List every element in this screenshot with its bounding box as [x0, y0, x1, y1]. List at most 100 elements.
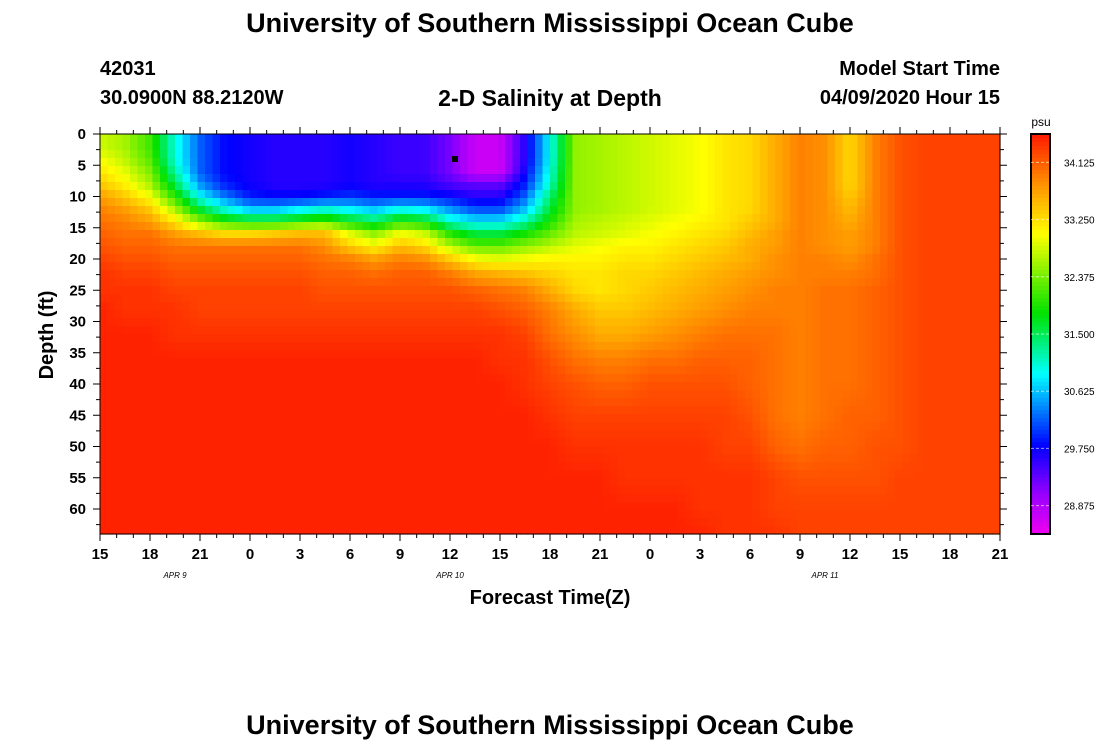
heatmap-cell: [295, 438, 304, 447]
heatmap-cell: [175, 382, 184, 391]
heatmap-cell: [685, 446, 694, 455]
heatmap-cell: [812, 446, 821, 455]
heatmap-cell: [302, 350, 311, 359]
heatmap-cell: [505, 310, 514, 319]
heatmap-cell: [595, 166, 604, 175]
heatmap-cell: [490, 238, 499, 247]
heatmap-cell: [692, 302, 701, 311]
heatmap-cell: [797, 318, 806, 327]
heatmap-cell: [827, 398, 836, 407]
heatmap-cell: [512, 422, 521, 431]
heatmap-cell: [940, 310, 949, 319]
heatmap-cell: [655, 270, 664, 279]
heatmap-cell: [235, 230, 244, 239]
heatmap-cell: [355, 446, 364, 455]
heatmap-cell: [265, 414, 274, 423]
heatmap-cell: [512, 166, 521, 175]
heatmap-cell: [985, 398, 994, 407]
heatmap-cell: [670, 182, 679, 191]
heatmap-cell: [167, 254, 176, 263]
heatmap-cell: [100, 158, 109, 167]
heatmap-cell: [452, 358, 461, 367]
heatmap-cell: [580, 270, 589, 279]
heatmap-cell: [287, 286, 296, 295]
heatmap-cell: [182, 326, 191, 335]
heatmap-cell: [227, 150, 236, 159]
heatmap-cell: [602, 294, 611, 303]
heatmap-cell: [647, 334, 656, 343]
heatmap-cell: [482, 366, 491, 375]
heatmap-cell: [107, 246, 116, 255]
heatmap-cell: [272, 398, 281, 407]
heatmap-cell: [370, 302, 379, 311]
heatmap-cell: [505, 142, 514, 151]
heatmap-cell: [730, 254, 739, 263]
heatmap-cell: [767, 286, 776, 295]
heatmap-cell: [677, 342, 686, 351]
heatmap-cell: [580, 366, 589, 375]
heatmap-cell: [347, 246, 356, 255]
heatmap-cell: [347, 190, 356, 199]
heatmap-cell: [362, 294, 371, 303]
heatmap-cell: [122, 446, 131, 455]
heatmap-cell: [677, 230, 686, 239]
heatmap-cell: [317, 254, 326, 263]
heatmap-cell: [677, 190, 686, 199]
heatmap-cell: [520, 430, 529, 439]
heatmap-cell: [580, 190, 589, 199]
heatmap-cell: [182, 390, 191, 399]
heatmap-cell: [910, 318, 919, 327]
heatmap-cell: [362, 430, 371, 439]
heatmap-cell: [602, 198, 611, 207]
heatmap-cell: [970, 382, 979, 391]
heatmap-cell: [955, 222, 964, 231]
heatmap-cell: [475, 342, 484, 351]
heatmap-cell: [452, 286, 461, 295]
heatmap-cell: [775, 374, 784, 383]
heatmap-cell: [895, 374, 904, 383]
heatmap-cell: [872, 406, 881, 415]
heatmap-cell: [925, 230, 934, 239]
heatmap-cell: [587, 294, 596, 303]
heatmap-cell: [662, 406, 671, 415]
heatmap-cell: [235, 334, 244, 343]
heatmap-cell: [820, 302, 829, 311]
heatmap-cell: [970, 270, 979, 279]
heatmap-cell: [820, 150, 829, 159]
heatmap-cell: [325, 342, 334, 351]
heatmap-cell: [205, 398, 214, 407]
heatmap-cell: [130, 422, 139, 431]
heatmap-cell: [865, 334, 874, 343]
heatmap-cell: [332, 414, 341, 423]
heatmap-cell: [145, 238, 154, 247]
heatmap-cell: [932, 366, 941, 375]
heatmap-cell: [610, 358, 619, 367]
heatmap-cell: [745, 230, 754, 239]
heatmap-cell: [775, 238, 784, 247]
heatmap-cell: [557, 206, 566, 215]
heatmap-cell: [565, 254, 574, 263]
heatmap-cell: [422, 134, 431, 143]
heatmap-cell: [527, 462, 536, 471]
heatmap-cell: [632, 262, 641, 271]
heatmap-cell: [580, 294, 589, 303]
heatmap-cell: [107, 366, 116, 375]
heatmap-cell: [400, 222, 409, 231]
heatmap-cell: [175, 262, 184, 271]
heatmap-cell: [760, 422, 769, 431]
heatmap-cell: [662, 318, 671, 327]
heatmap-cell: [422, 190, 431, 199]
heatmap-cell: [625, 230, 634, 239]
heatmap-cell: [520, 190, 529, 199]
heatmap-cell: [452, 366, 461, 375]
heatmap-cell: [250, 206, 259, 215]
heatmap-cell: [700, 318, 709, 327]
heatmap-cell: [190, 406, 199, 415]
heatmap-cell: [130, 222, 139, 231]
heatmap-cell: [422, 230, 431, 239]
heatmap-cell: [347, 398, 356, 407]
heatmap-cell: [482, 454, 491, 463]
heatmap-cell: [775, 222, 784, 231]
heatmap-cell: [865, 326, 874, 335]
heatmap-cell: [347, 238, 356, 247]
